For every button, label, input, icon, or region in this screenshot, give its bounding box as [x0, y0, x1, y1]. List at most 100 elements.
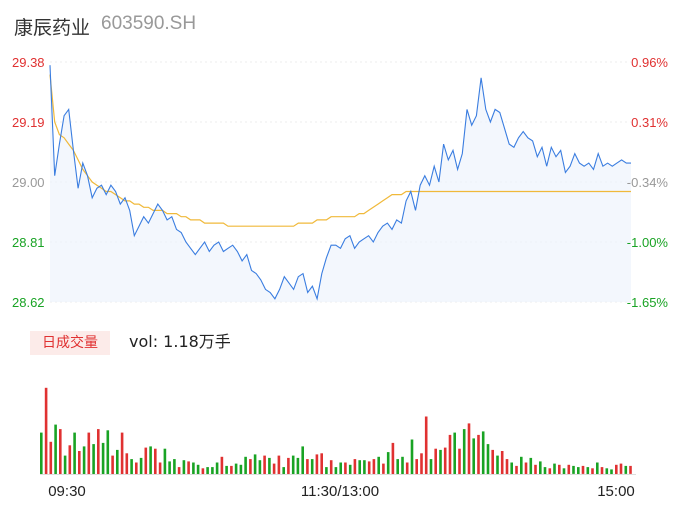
volume-bar — [382, 463, 385, 474]
volume-bar — [315, 454, 319, 474]
volume-bar — [101, 442, 105, 474]
price-area — [50, 65, 631, 302]
volume-bar — [282, 467, 285, 474]
volume-bar — [420, 453, 423, 474]
volume-bar — [97, 429, 100, 474]
volume-bar — [386, 452, 390, 474]
volume-bar — [196, 464, 200, 474]
volume-bar — [291, 455, 295, 474]
volume-bar — [600, 467, 604, 474]
volume-bar — [339, 462, 342, 474]
volume-bar — [268, 457, 271, 474]
volume-bar — [515, 465, 518, 474]
volume-bar — [567, 464, 571, 474]
stock-name: 康辰药业 — [14, 17, 91, 39]
volume-bar — [73, 432, 76, 474]
volume-bar — [287, 457, 290, 474]
volume-bar — [448, 434, 452, 474]
volume-bar — [377, 456, 380, 475]
volume-bar — [306, 459, 309, 475]
volume-bar — [139, 457, 143, 474]
volume-bar — [40, 432, 43, 474]
volume-bar — [154, 448, 157, 474]
volume-bar — [82, 446, 86, 474]
volume-bar — [439, 449, 442, 475]
volume-bar — [562, 468, 566, 475]
volume-bar — [111, 455, 114, 474]
price-line — [49, 65, 631, 301]
y-tick-price: 28.81 — [12, 235, 45, 250]
volume-badge[interactable]: 日成交量 — [30, 331, 110, 355]
volume-bar — [135, 462, 138, 474]
volume-bar — [443, 447, 447, 474]
volume-bar — [220, 456, 224, 475]
x-tick: 09:30 — [48, 483, 86, 500]
volume-bar — [249, 459, 252, 475]
volume-bar — [348, 464, 352, 474]
volume-bar — [529, 457, 533, 474]
volume-bar — [87, 432, 91, 474]
volume-bar — [310, 459, 314, 475]
volume-bar — [144, 447, 148, 474]
volume-bar — [510, 462, 513, 474]
volume-bar — [572, 465, 575, 474]
volume-bar — [78, 451, 81, 474]
volume-bar — [54, 424, 57, 474]
volume-bar — [353, 459, 357, 475]
volume-bar — [296, 457, 300, 474]
volume-bar — [272, 463, 276, 474]
y-tick-price: 29.19 — [12, 115, 45, 130]
volume-bar — [472, 438, 475, 474]
x-tick: 11:30/13:00 — [301, 483, 379, 500]
volume-bar — [206, 467, 209, 474]
volume-bar — [434, 448, 437, 474]
volume-bar — [553, 463, 556, 474]
volume-bar — [581, 465, 585, 474]
volume-bar — [92, 444, 95, 474]
volume-bar — [59, 429, 62, 474]
volume-bar — [263, 455, 266, 474]
y-tick-pct: -1.65% — [627, 295, 669, 310]
volume-bar — [591, 468, 594, 475]
y-tick-pct: -1.00% — [627, 235, 669, 250]
volume-bar — [225, 465, 228, 474]
volume-bar — [610, 469, 613, 474]
volume-bar — [367, 461, 371, 475]
volume-bar — [192, 462, 195, 474]
volume-bar — [453, 432, 456, 474]
volume-bar — [596, 462, 599, 474]
volume-bar — [462, 429, 466, 474]
volume-bar — [158, 462, 162, 474]
volume-bar — [401, 456, 404, 475]
volume-bar — [491, 449, 494, 475]
volume-bar — [244, 456, 247, 475]
volume-bar — [363, 460, 366, 474]
volume-bar — [187, 461, 190, 475]
volume-bar — [211, 467, 214, 474]
volume-bar — [524, 462, 528, 474]
volume-bar — [548, 468, 552, 475]
volume-bar — [372, 459, 376, 475]
volume-bar — [329, 460, 333, 474]
volume-bar — [106, 430, 110, 474]
volume-bar — [130, 459, 133, 475]
volume-bar — [344, 462, 347, 474]
volume-bar — [534, 464, 537, 474]
volume-bar — [68, 445, 72, 475]
volume-bar — [44, 387, 48, 475]
volume-bar — [410, 439, 414, 474]
volume-bar — [424, 416, 428, 474]
volume-bar — [334, 467, 338, 474]
volume-bar — [239, 464, 243, 474]
volume-bar — [486, 444, 490, 474]
y-tick-pct: -0.34% — [627, 175, 669, 190]
volume-bar — [615, 464, 618, 474]
y-tick-price: 29.00 — [12, 175, 45, 190]
y-tick-pct: 0.96% — [631, 55, 668, 70]
volume-bar — [624, 465, 628, 474]
y-tick-price: 28.62 — [12, 295, 45, 310]
volume-bar — [605, 468, 609, 475]
volume-bar — [201, 468, 205, 475]
volume-bar — [234, 463, 238, 474]
volume-bar — [481, 431, 485, 474]
